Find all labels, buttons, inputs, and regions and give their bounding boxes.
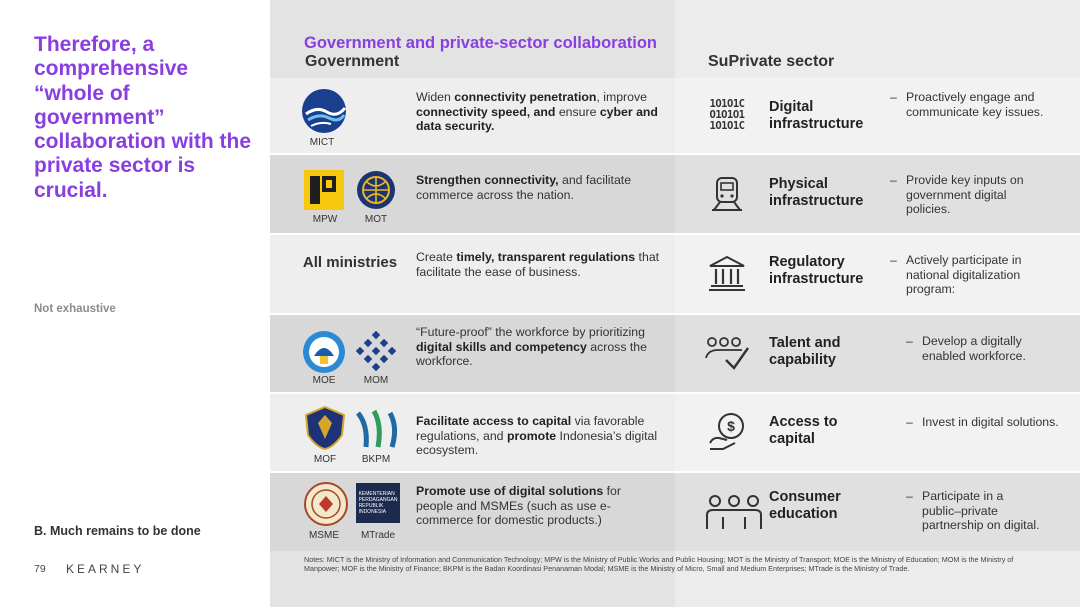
logo-label-mpw: MPW [312,214,338,225]
binary-icon: 1O1O1C O1O1O1 1O1O1C [704,92,750,138]
gov-text-segment: Create [416,250,457,264]
private-row-band [675,394,1080,472]
logo-label-mict: MICT [309,137,335,148]
gov-text-segment: “Future-proof” the workforce by prioriti… [416,325,645,339]
logo-label-mom: MOM [363,375,389,386]
private-text-digital: Proactively engage and communicate key i… [906,90,1044,119]
private-row-band [675,473,1080,551]
talent-icon [704,330,750,376]
row-divider [270,313,1080,315]
mtrade-logo: KEMENTERIAN PERDAGANGAN REPUBLIK INDONES… [356,483,400,523]
gov-text-segment: Facilitate access to capital [416,414,572,428]
brand-logo: KEARNEY [66,562,145,576]
private-label-talent: Talent and capability [769,335,841,368]
gov-text-segment: connectivity speed, and [416,104,556,119]
msme-logo [304,482,348,526]
moe-logo [302,330,346,374]
mtrade-logo-text: KEMENTERIAN PERDAGANGAN REPUBLIK INDONES… [358,491,398,515]
bullet-dash: – [906,415,913,429]
gov-text-segment: promote [506,428,557,443]
logo-label-msme: MSME [309,530,339,541]
money-icon: $ [704,408,750,454]
gov-text-segment: and facilitate commerce across the natio… [416,173,632,202]
gov-text-segment: that facilitate the ease of business. [416,250,660,279]
section-label: B. Much remains to be done [34,524,201,538]
gov-text-segment: via favorable regulations, and [416,414,645,443]
logo-label-mot: MOT [364,214,388,225]
private-row-band [675,78,1080,156]
gov-text-segment: Strengthen connectivity, [416,173,559,187]
gov-text-segment: cyber and data security. [416,104,658,134]
row-divider [270,233,1080,235]
headline: Therefore, a comprehensive “whole of gov… [34,33,252,202]
gov-text-segment: Widen [416,90,455,104]
logo-label-moe: MOE [312,375,336,386]
dollar-sign: $ [727,418,735,434]
private-sector-heading: SuPrivate sector [708,53,835,70]
not-exhaustive-note: Not exhaustive [34,303,116,315]
gov-text-segment: ensure [555,104,600,119]
private-text-capital: Invest in digital solutions. [922,415,1059,429]
logo-label-mof: MOF [313,454,337,465]
gov-text-row-2: Strengthen connectivity, and facilitate … [416,173,661,202]
private-text-consumer: Participate in a public–private partners… [922,489,1040,533]
gov-text-segment: connectivity penetration [454,90,597,104]
private-text-talent: Develop a digitally enabled workforce. [922,334,1026,363]
bullet-dash: – [906,334,913,348]
gov-text-segment: digital skills and competency [416,339,587,354]
mpw-logo [304,170,344,210]
bkpm-logo [354,405,400,451]
private-row-band [675,235,1080,313]
gov-text-row-5: Facilitate access to capital via favorab… [416,414,661,458]
binary-icon-line: 1O1O1C [709,97,745,110]
private-text-physical: Provide key inputs on government digital… [906,173,1024,217]
gov-text-segment: timely, transparent regulations [456,250,636,264]
gov-text-segment: Promote use of digital solutions [416,484,604,498]
binary-icon-line: O1O1O1 [709,108,745,121]
private-row-band [675,155,1080,233]
private-label-regulatory: Regulatory infrastructure [769,254,864,287]
gov-text-row-6: Promote use of digital solutions for peo… [416,484,661,528]
private-label-consumer: Consumer education [769,489,841,522]
people-icon [704,490,764,536]
private-text-regulatory: Actively participate in national digital… [906,253,1022,297]
mof-logo [302,405,348,451]
footnotes: Notes: MICT is the Ministry of Informati… [304,555,1014,573]
logo-label-mtrade: MTrade [360,530,396,541]
gov-text-row-3: Create timely, transparent regulations t… [416,250,661,279]
bullet-dash: – [890,253,897,267]
slide-title: Government and private-sector collaborat… [304,34,657,52]
gov-text-segment: , improve [596,90,647,104]
page-number: 79 [34,563,46,575]
bullet-dash: – [890,90,897,104]
private-label-capital: Access to capital [769,414,838,447]
mom-logo [354,330,398,374]
gov-text-row-1: Widen connectivity penetration, improve … [416,90,661,134]
row-divider [270,392,1080,394]
building-icon [704,250,750,296]
gov-text-segment: Indonesia’s digital ecosystem. [416,428,658,458]
mict-logo [301,88,347,134]
logo-label-bkpm: BKPM [361,454,391,465]
bullet-dash: – [906,489,913,503]
train-icon [704,171,750,217]
gov-text-segment: across the workforce. [416,339,647,369]
gov-text-segment: for people and MSMEs (such as use e-comm… [416,484,621,528]
mot-logo [356,170,396,210]
row-divider [270,471,1080,473]
bullet-dash: – [890,173,897,187]
private-label-digital: Digital infrastructure [769,99,864,132]
all-ministries-label: All ministries [302,254,398,271]
private-label-physical: Physical infrastructure [769,176,864,209]
gov-text-row-4: “Future-proof” the workforce by prioriti… [416,325,661,369]
binary-icon-line: 1O1O1C [709,119,745,132]
left-column: Therefore, a comprehensive “whole of gov… [0,0,270,607]
row-divider [270,153,1080,155]
gov-row-band [270,235,675,313]
government-heading: Government [305,53,400,70]
